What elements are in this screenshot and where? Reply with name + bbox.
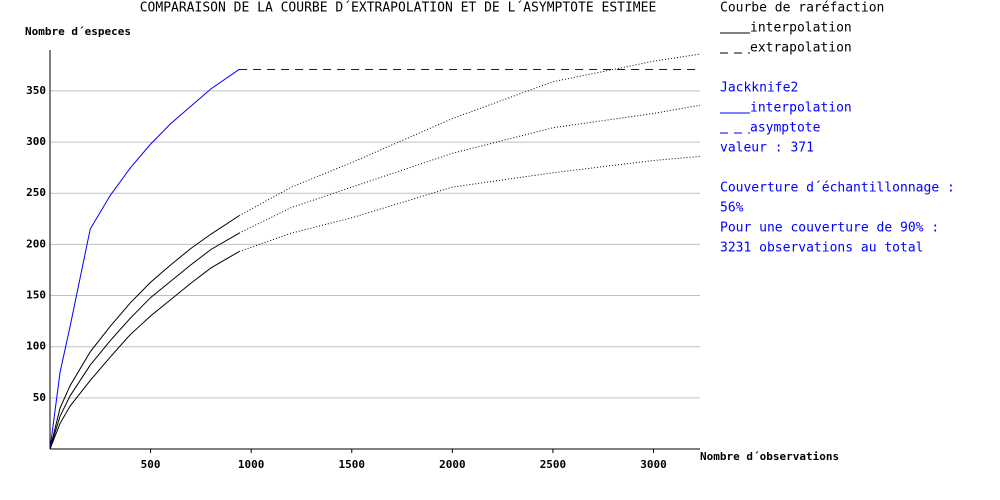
series-line — [238, 53, 701, 217]
y-axis-label: Nombre d´especes — [25, 25, 131, 38]
legend-label: interpolation — [750, 21, 852, 36]
legend-label: extrapolation — [750, 41, 852, 56]
series-line — [49, 251, 240, 450]
y-tick-label: 200 — [26, 237, 46, 250]
chart-title: COMPARAISON DE LA COURBE D´EXTRAPOLATION… — [140, 1, 657, 16]
annotation: Pour une couverture de 90% : — [720, 221, 939, 236]
x-tick-label: 500 — [141, 458, 161, 471]
y-tick-label: 150 — [26, 289, 46, 302]
x-axis-label: Nombre d´observations — [700, 450, 839, 463]
series-line — [49, 232, 240, 450]
y-tick-label: 100 — [26, 340, 46, 353]
y-tick-label: 250 — [26, 186, 46, 199]
x-tick-label: 1000 — [238, 458, 265, 471]
annotation: 3231 observations au total — [720, 241, 924, 256]
x-tick-label: 2000 — [439, 458, 466, 471]
x-tick-label: 1500 — [339, 458, 366, 471]
legend-note: valeur : 371 — [720, 141, 814, 156]
series-line — [238, 104, 701, 234]
y-tick-label: 50 — [33, 391, 46, 404]
annotation: Couverture d´échantillonnage : — [720, 181, 955, 196]
y-tick-label: 300 — [26, 135, 46, 148]
series-line — [238, 155, 701, 253]
legend-label: interpolation — [750, 101, 852, 116]
legend-title: Jackknife2 — [720, 81, 798, 96]
annotation: 56% — [720, 201, 744, 216]
x-tick-label: 3000 — [640, 458, 667, 471]
x-tick-label: 2500 — [540, 458, 567, 471]
legend-label: asymptote — [750, 121, 821, 136]
legend-title: Courbe de raréfaction — [720, 1, 884, 16]
y-tick-label: 350 — [26, 84, 46, 97]
series-line — [49, 215, 240, 450]
series-line — [49, 69, 240, 450]
